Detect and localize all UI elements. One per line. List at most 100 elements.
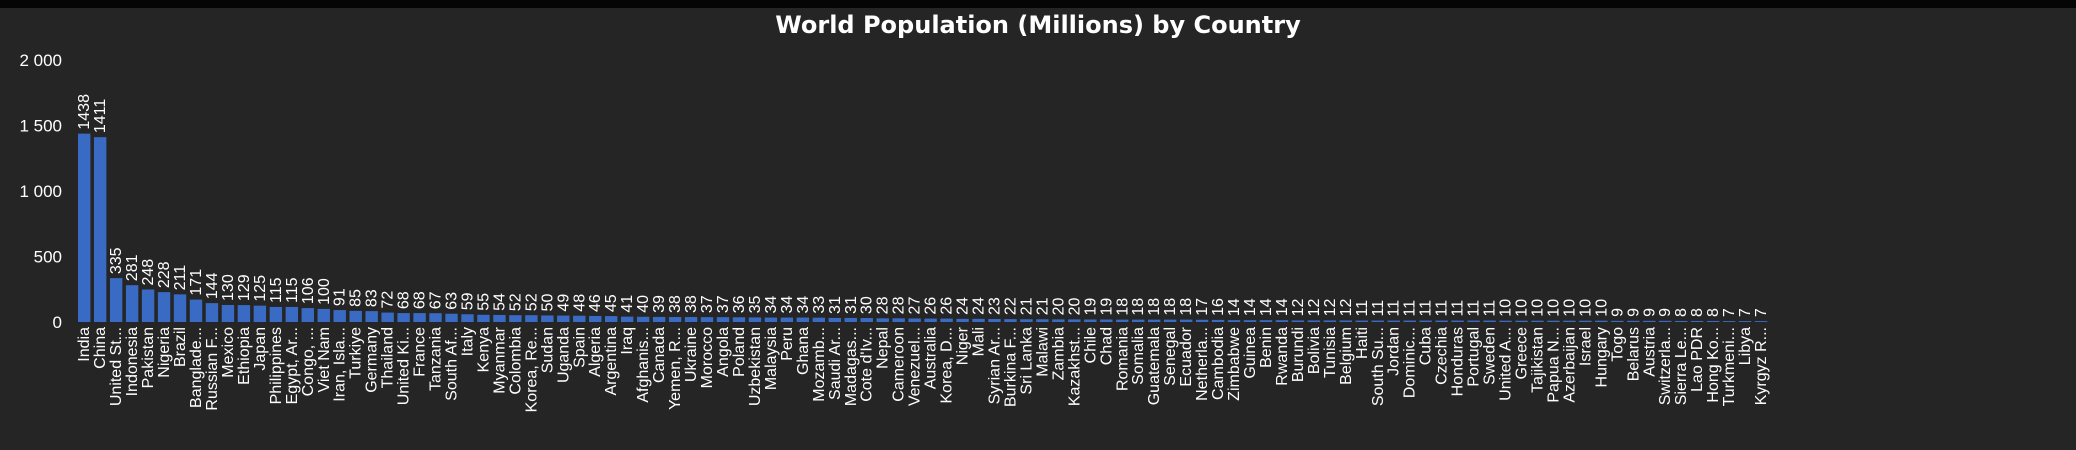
bar bbox=[924, 318, 937, 322]
bar bbox=[1355, 320, 1368, 322]
x-tick-label: Jordan bbox=[1386, 327, 1403, 376]
bar bbox=[1195, 319, 1209, 322]
x-tick-label: Honduras bbox=[1450, 327, 1467, 396]
bar bbox=[397, 313, 410, 322]
bar bbox=[461, 314, 474, 322]
x-tick-label: Switzerla... bbox=[1657, 327, 1674, 405]
bar bbox=[285, 306, 299, 322]
data-label: 130 bbox=[220, 274, 237, 301]
data-label: 211 bbox=[172, 265, 189, 291]
x-tick-label: Cote d'Iv... bbox=[859, 327, 876, 402]
x-tick-label: Kyrgyz R... bbox=[1753, 327, 1770, 405]
bar bbox=[1706, 320, 1720, 322]
data-label: 100 bbox=[316, 278, 333, 305]
data-label: 31 bbox=[843, 296, 860, 314]
x-tick-label: Sierra Le... bbox=[1673, 327, 1690, 405]
bar bbox=[78, 133, 91, 322]
data-label: 34 bbox=[779, 296, 796, 314]
x-tick-label: Zambia bbox=[1050, 327, 1067, 380]
bar bbox=[972, 318, 985, 322]
data-label: 129 bbox=[236, 274, 253, 301]
y-tick-label: 2 000 bbox=[19, 51, 62, 70]
bar bbox=[1387, 320, 1400, 322]
bar bbox=[1547, 320, 1560, 322]
x-tick-label: Italy bbox=[459, 327, 476, 356]
data-label: 7 bbox=[1753, 308, 1770, 317]
x-tick-label: Austria bbox=[1641, 327, 1658, 377]
data-label: 16 bbox=[1210, 298, 1227, 316]
x-tick-label: India bbox=[76, 327, 93, 362]
data-label: 68 bbox=[396, 291, 413, 309]
x-tick-label: Hong Ko... bbox=[1705, 327, 1722, 403]
bar bbox=[940, 318, 953, 322]
y-axis: 0 500 1 000 1 500 2 000 bbox=[19, 51, 62, 332]
bar bbox=[525, 315, 538, 322]
bar bbox=[1147, 319, 1161, 322]
bar bbox=[365, 311, 378, 322]
bar bbox=[221, 304, 235, 322]
x-tick-label: Iran, Isla... bbox=[332, 327, 349, 402]
x-tick-label: Guinea bbox=[1242, 327, 1259, 379]
data-label: 46 bbox=[587, 294, 604, 312]
x-tick-label: Brazil bbox=[172, 327, 189, 367]
data-label: 18 bbox=[1162, 298, 1179, 316]
x-tick-label: Libya bbox=[1737, 327, 1754, 365]
bar bbox=[1100, 319, 1113, 322]
x-tick-label: France bbox=[412, 327, 429, 377]
bar bbox=[1531, 320, 1544, 322]
data-label: 63 bbox=[444, 292, 461, 310]
data-label: 1411 bbox=[92, 99, 109, 134]
bar bbox=[509, 315, 522, 322]
bar bbox=[301, 308, 314, 322]
x-tick-label: Tanzania bbox=[428, 327, 445, 391]
data-label: 18 bbox=[1178, 298, 1195, 316]
data-label: 228 bbox=[156, 261, 173, 288]
top-bar bbox=[0, 0, 2076, 8]
data-label: 21 bbox=[1018, 297, 1035, 315]
bar bbox=[620, 316, 634, 322]
x-tick-label: Morocco bbox=[699, 327, 716, 388]
bar bbox=[1259, 320, 1273, 322]
bar bbox=[892, 318, 905, 322]
x-tick-label: Burundi bbox=[1290, 327, 1307, 382]
bar bbox=[780, 317, 794, 322]
data-label: 39 bbox=[651, 295, 668, 313]
x-tick-label: Kazakhst... bbox=[1066, 327, 1083, 406]
x-tick-label: Ukraine bbox=[683, 327, 700, 382]
x-tick-label: South Af... bbox=[444, 327, 461, 401]
x-tick-label: Belgium bbox=[1338, 327, 1355, 385]
x-tick-label: United A... bbox=[1498, 327, 1515, 401]
bars bbox=[78, 133, 1768, 323]
data-label: 34 bbox=[795, 296, 812, 314]
x-tick-label: Hungary bbox=[1593, 327, 1610, 387]
bar bbox=[844, 317, 857, 322]
data-label: 22 bbox=[1002, 297, 1019, 315]
data-label: 23 bbox=[986, 297, 1003, 315]
data-label: 125 bbox=[252, 275, 269, 302]
x-tick-label: Tajikistan bbox=[1529, 327, 1546, 393]
data-label: 68 bbox=[412, 291, 429, 309]
x-tick-label: Cameroon bbox=[891, 327, 908, 402]
y-tick-label: 500 bbox=[34, 248, 62, 267]
x-tick-label: Canada bbox=[651, 327, 668, 383]
x-tick-label: Portugal bbox=[1466, 327, 1483, 387]
x-tick-label: Viet Nam bbox=[316, 327, 333, 393]
data-label: 11 bbox=[1370, 300, 1387, 317]
data-label: 10 bbox=[1561, 299, 1578, 317]
data-label: 12 bbox=[1290, 299, 1307, 317]
x-tick-label: Ethiopia bbox=[236, 327, 253, 385]
x-tick-label: Niger bbox=[955, 326, 972, 365]
data-label: 83 bbox=[364, 289, 381, 307]
x-tick-label: Kenya bbox=[475, 327, 492, 372]
bar bbox=[1579, 320, 1592, 322]
x-tick-label: Uzbekistan bbox=[747, 327, 764, 406]
bar bbox=[988, 318, 1001, 322]
x-tick-label: China bbox=[92, 327, 109, 369]
bar bbox=[1052, 319, 1065, 322]
data-label: 11 bbox=[1354, 300, 1371, 317]
data-label: 24 bbox=[971, 297, 988, 315]
x-tick-label: Indonesia bbox=[124, 327, 141, 396]
data-label: 171 bbox=[188, 269, 205, 296]
